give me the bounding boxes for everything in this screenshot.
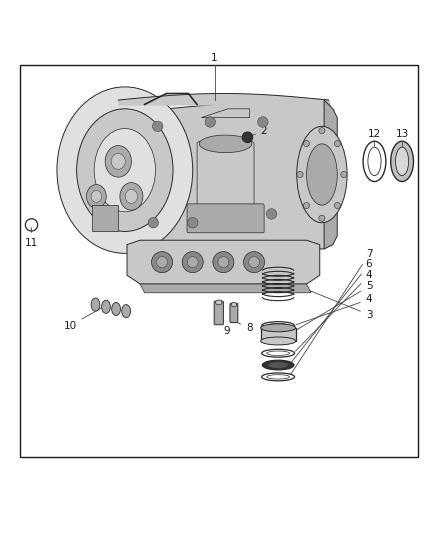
Circle shape [242,132,253,142]
Ellipse shape [77,109,173,231]
Text: 8: 8 [237,322,253,333]
Text: 4: 4 [296,294,372,325]
Circle shape [341,172,347,177]
Ellipse shape [86,184,106,208]
FancyBboxPatch shape [187,204,264,233]
Ellipse shape [213,252,234,273]
Text: 9: 9 [219,324,230,336]
Circle shape [258,117,268,127]
Ellipse shape [152,252,173,273]
FancyBboxPatch shape [214,301,223,325]
Ellipse shape [120,183,143,210]
Ellipse shape [231,302,237,307]
Text: 11: 11 [25,228,38,248]
FancyBboxPatch shape [230,303,238,322]
Ellipse shape [396,147,409,175]
Ellipse shape [157,257,167,268]
Circle shape [334,203,340,208]
Ellipse shape [91,298,100,311]
Polygon shape [127,240,320,284]
Ellipse shape [261,337,296,345]
Text: 1: 1 [211,53,218,63]
Ellipse shape [199,135,252,152]
Circle shape [205,117,215,127]
Circle shape [187,217,198,228]
Polygon shape [324,100,337,249]
Ellipse shape [182,252,203,273]
Circle shape [152,121,163,132]
Ellipse shape [391,141,413,182]
Polygon shape [118,100,333,249]
Ellipse shape [122,304,131,318]
Ellipse shape [187,257,198,268]
Ellipse shape [94,128,155,212]
FancyBboxPatch shape [261,328,296,341]
Text: 2: 2 [250,126,267,136]
Circle shape [266,209,277,219]
Circle shape [297,172,303,177]
Ellipse shape [111,154,125,169]
Ellipse shape [102,300,110,313]
Circle shape [304,203,310,208]
Polygon shape [92,205,118,231]
Ellipse shape [125,190,138,203]
Ellipse shape [218,257,229,268]
Text: 4: 4 [295,270,372,351]
Ellipse shape [91,190,102,203]
Ellipse shape [57,87,193,253]
Text: 7: 7 [290,249,372,375]
Ellipse shape [262,360,294,370]
Circle shape [319,128,325,134]
Circle shape [148,217,159,228]
Polygon shape [201,109,250,118]
Ellipse shape [307,144,337,205]
Ellipse shape [112,302,120,316]
Text: 10: 10 [64,308,102,330]
Ellipse shape [261,324,296,332]
Circle shape [334,141,340,147]
Circle shape [304,141,310,147]
Ellipse shape [244,252,265,273]
Text: 6: 6 [291,260,372,363]
Ellipse shape [105,146,131,177]
Text: 5: 5 [291,281,372,333]
Text: 3: 3 [296,285,372,320]
Text: 12: 12 [368,130,381,140]
Bar [20,65,418,457]
Polygon shape [140,284,311,293]
Ellipse shape [215,300,222,305]
Ellipse shape [268,362,288,368]
FancyBboxPatch shape [197,142,254,225]
Ellipse shape [297,126,347,223]
Ellipse shape [249,257,259,268]
Circle shape [319,215,325,221]
Text: 13: 13 [396,130,409,140]
